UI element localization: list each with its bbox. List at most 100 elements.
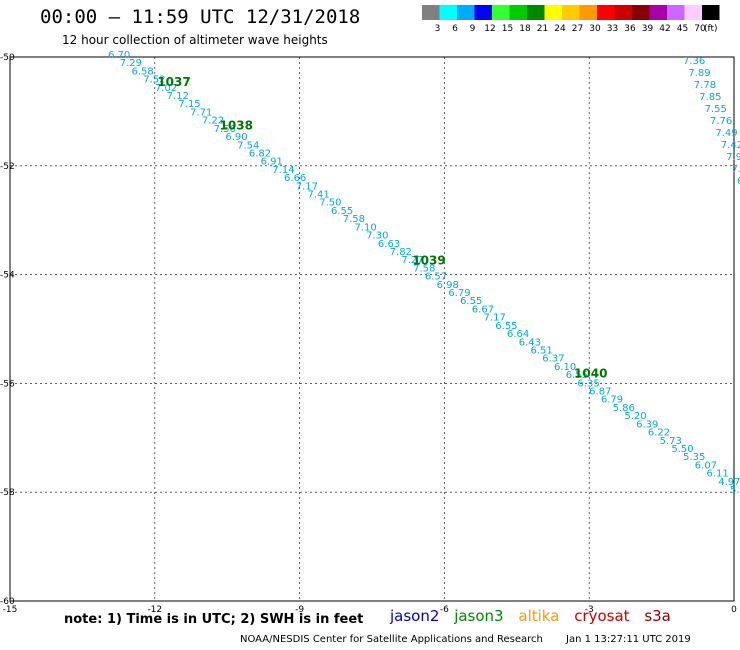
legend-label: 24 bbox=[554, 24, 566, 34]
legend-label: 27 bbox=[572, 24, 583, 34]
wave-height-value: 7.36 bbox=[683, 56, 705, 67]
pass-number-label: 1040 bbox=[574, 367, 607, 381]
wave-height-value: 7.58 bbox=[343, 214, 365, 225]
axis-tick-labels: -15 -12 -9 -6 -3 0 -50 -52 -54 -56 -58 -60 bbox=[0, 53, 737, 615]
legend-label: 42 bbox=[659, 24, 670, 34]
wave-height-value: 6.10 bbox=[554, 362, 576, 373]
pass-number-label: 1039 bbox=[412, 253, 445, 267]
lon-tick-label: 0 bbox=[731, 605, 737, 615]
wave-height-value: 6.70 bbox=[108, 50, 130, 61]
wave-height-value: 6.79 bbox=[601, 395, 623, 406]
wave-height-value: 7.52 bbox=[143, 75, 165, 86]
wave-height-value: 6.07 bbox=[695, 460, 717, 471]
wave-height-value: 7. bbox=[732, 164, 740, 175]
legend-swatch bbox=[597, 5, 615, 20]
legend-label: 9 bbox=[470, 24, 476, 34]
lon-tick-label: -15 bbox=[3, 605, 18, 615]
wave-height-value: 7.76 bbox=[710, 116, 732, 127]
lat-tick-label: -58 bbox=[0, 488, 15, 498]
wave-height-value: 6.55 bbox=[331, 206, 353, 217]
wave-height-value: 6.87 bbox=[589, 387, 611, 398]
wave-height-value: 6.55 bbox=[460, 296, 482, 307]
wave-height-value: 4.97 bbox=[718, 477, 740, 488]
wave-height-value: 6.79 bbox=[448, 288, 470, 299]
legend-label: 70 bbox=[694, 24, 706, 34]
wave-height-value: 6.51 bbox=[530, 345, 552, 356]
legend-swatch bbox=[509, 5, 527, 20]
lon-tick-label: -9 bbox=[295, 605, 304, 615]
wave-height-value: 6.57 bbox=[425, 272, 447, 283]
legend-label: 30 bbox=[589, 24, 601, 34]
wave-height-value: 6.66 bbox=[284, 173, 306, 184]
wave-height-value: 7.82 bbox=[390, 247, 412, 258]
lat-tick-label: -52 bbox=[0, 162, 15, 172]
legend-swatch bbox=[562, 5, 580, 20]
wave-height-value: 5.20 bbox=[624, 411, 646, 422]
credit-timestamp: Jan 1 13:27:11 UTC 2019 bbox=[566, 634, 691, 645]
wave-height-value: 7.17 bbox=[296, 181, 318, 192]
wave-height-value: 6.35 bbox=[577, 378, 599, 389]
credit-line: NOAA/NESDIS Center for Satellite Applica… bbox=[240, 634, 711, 645]
legend-label: 36 bbox=[624, 24, 636, 34]
legend-swatch bbox=[457, 5, 475, 20]
lat-tick-label: -50 bbox=[0, 53, 15, 63]
pass-number-label: 1038 bbox=[220, 119, 253, 133]
wave-height-value: 7.10 bbox=[354, 222, 376, 233]
wave-height-value: 7.58 bbox=[413, 263, 435, 274]
satellite-name: jason3 bbox=[454, 607, 504, 625]
wave-height-value: 7.89 bbox=[688, 68, 710, 79]
legend-label: 33 bbox=[607, 24, 618, 34]
wave-height-value: 7.15 bbox=[178, 99, 200, 110]
legend-swatch bbox=[439, 5, 457, 20]
wave-height-value: 7.30 bbox=[366, 231, 388, 242]
legend-swatch bbox=[544, 5, 562, 20]
wave-height-value: 6.91 bbox=[261, 157, 283, 168]
wave-height-value: 6.37 bbox=[542, 354, 564, 365]
wave-height-value: 5.73 bbox=[660, 436, 682, 447]
satellite-name: s3a bbox=[644, 607, 671, 625]
wave-height-value: 5.50 bbox=[671, 444, 693, 455]
legend-unit: (ft) bbox=[704, 24, 718, 34]
wave-height-value: 6.55 bbox=[495, 321, 517, 332]
wave-height-value: 7.9 bbox=[726, 152, 740, 163]
lon-tick-label: -6 bbox=[440, 605, 449, 615]
wave-height-value: 7.56 bbox=[214, 124, 236, 135]
wave-height-value: 7.78 bbox=[694, 80, 716, 91]
legend-swatch bbox=[492, 5, 510, 20]
wave-height-value: 6.55 bbox=[566, 370, 588, 381]
footnote: note: 1) Time is in UTC; 2) SWH is in fe… bbox=[64, 612, 364, 627]
wave-height-value: 7.54 bbox=[237, 140, 259, 151]
pass-number-label: 1037 bbox=[157, 75, 190, 89]
wave-height-value: 6.98 bbox=[437, 280, 459, 291]
wave-height-value: 6.43 bbox=[519, 337, 541, 348]
legend-label: 3 bbox=[435, 24, 441, 34]
wave-height-value: 6.67 bbox=[472, 304, 494, 315]
altimeter-track-right: 7.367.897.787.857.557.767.497.427.97.6 bbox=[683, 56, 740, 187]
legend-label: 15 bbox=[502, 24, 513, 34]
credit-org: NOAA/NESDIS Center for Satellite Applica… bbox=[240, 634, 543, 645]
wave-height-value: 6.39 bbox=[636, 419, 658, 430]
wave-height-value: 6.82 bbox=[249, 148, 271, 159]
wave-height-value: 6.90 bbox=[225, 132, 247, 143]
wave-height-value: 5.00 bbox=[730, 485, 740, 496]
wave-height-value: 7.50 bbox=[319, 198, 341, 209]
wave-height-value: 5.35 bbox=[683, 452, 705, 463]
legend-swatch bbox=[667, 5, 685, 20]
lon-tick-label: -3 bbox=[585, 605, 594, 615]
wave-height-value: 6.11 bbox=[707, 469, 729, 480]
wave-height-value: 5.86 bbox=[613, 403, 635, 414]
lat-lon-grid bbox=[10, 57, 734, 601]
lat-tick-label: -60 bbox=[0, 597, 15, 607]
legend-label: 12 bbox=[484, 24, 495, 34]
wave-height-value: 7.29 bbox=[120, 58, 142, 69]
wave-height-value: 7.49 bbox=[715, 128, 737, 139]
legend-swatch bbox=[702, 5, 720, 20]
legend-label: 45 bbox=[677, 24, 688, 34]
wave-height-value: 7.42 bbox=[721, 140, 740, 151]
legend-swatch bbox=[579, 5, 597, 20]
pass-labels: 1037 1038 1039 1040 bbox=[157, 75, 607, 380]
legend-label: 21 bbox=[537, 24, 548, 34]
wave-height-value: 6.64 bbox=[507, 329, 529, 340]
legend-swatch bbox=[649, 5, 667, 20]
